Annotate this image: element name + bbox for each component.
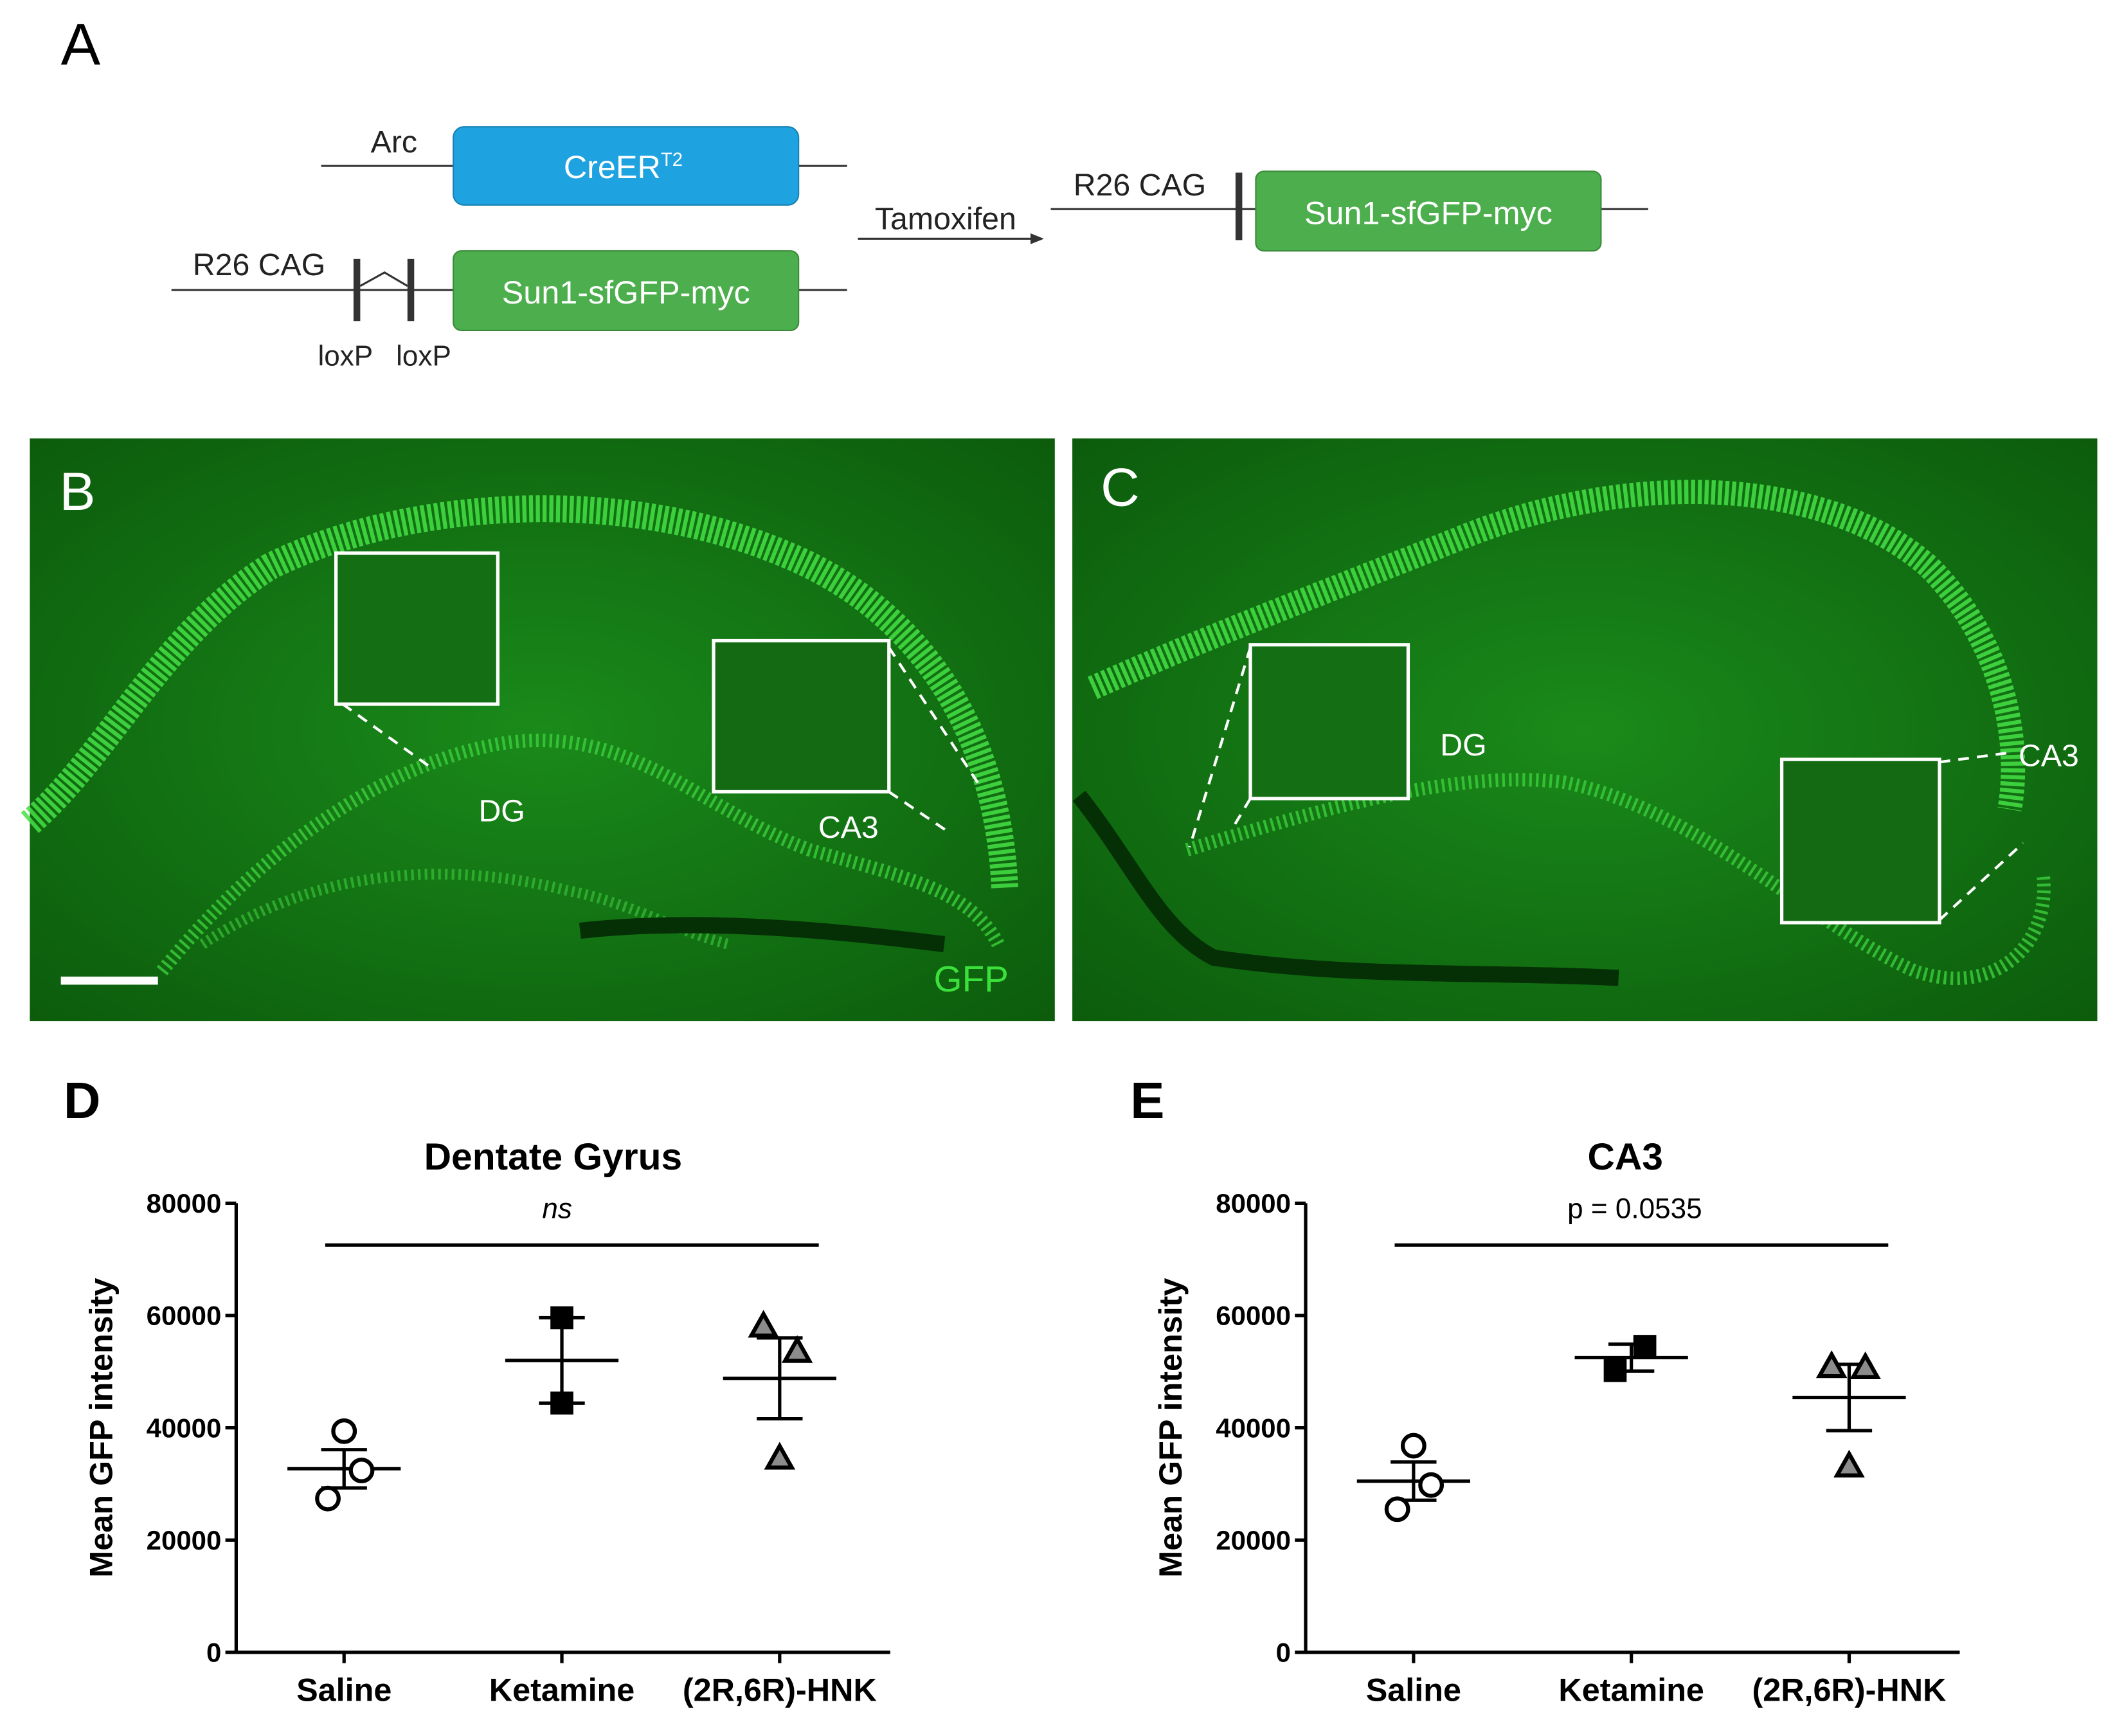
gene-label: Sun1-sfGFP-myc <box>502 274 750 311</box>
data-point <box>1400 1433 1426 1459</box>
y-tick-label: 20000 <box>1216 1525 1291 1555</box>
inset-box <box>1248 643 1410 800</box>
data-point <box>1833 1449 1865 1478</box>
data-point <box>748 1310 779 1338</box>
gene-label: Sun1-sfGFP-myc <box>1304 194 1553 231</box>
data-point <box>764 1442 796 1470</box>
loxp-site <box>353 258 361 321</box>
loxp-label: loxP <box>396 341 451 372</box>
inset-line <box>888 646 984 790</box>
data-point <box>315 1485 341 1512</box>
promoter-label: R26 CAG <box>1074 168 1206 203</box>
arrow-head <box>1030 233 1045 244</box>
promoter-label: R26 CAG <box>193 248 325 282</box>
loxp-label: loxP <box>318 341 373 372</box>
data-point <box>550 1391 573 1415</box>
region-label: CA3 <box>818 810 879 845</box>
panel-a: A Arc CreERT2 R26 CAG Sun1-sfGFP-myc lox… <box>61 11 1648 372</box>
data-point <box>781 1335 813 1363</box>
inset-box <box>1779 757 1941 925</box>
loxp-site <box>407 258 415 321</box>
y-tick-label: 80000 <box>1216 1188 1291 1218</box>
region-label: DG <box>478 794 525 829</box>
region-label: CA3 <box>2019 739 2079 773</box>
gene-box <box>453 250 800 332</box>
panel-c: C DG CA3 <box>1072 438 2098 1022</box>
data-point <box>348 1458 375 1483</box>
inset-line <box>1233 797 1252 826</box>
promoter-label: Arc <box>371 125 417 159</box>
panel-label: E <box>1130 1072 1164 1129</box>
inset-line <box>1938 842 2024 921</box>
fissure <box>1072 790 1619 986</box>
data-point <box>550 1306 573 1330</box>
stop-cassette <box>359 271 408 287</box>
scale-bar <box>60 976 158 985</box>
y-tick-label: 60000 <box>1216 1301 1291 1331</box>
data-point <box>1815 1350 1848 1379</box>
y-tick-label: 60000 <box>147 1301 222 1331</box>
inset-line <box>888 790 952 835</box>
inset-line <box>1188 647 1252 848</box>
data-point <box>1633 1335 1657 1358</box>
gene-box <box>453 126 800 206</box>
stain-label: GFP <box>934 959 1009 1000</box>
data-point <box>1418 1472 1444 1498</box>
x-tick-label: Saline <box>296 1671 392 1708</box>
cell-layer <box>1087 480 2026 811</box>
gene-superscript: T2 <box>661 149 683 170</box>
loxp-site <box>1235 172 1243 240</box>
chart-title: Dentate Gyrus <box>424 1136 682 1178</box>
chart: E CA3 Mean GFP intensity 0 20000 40000 60000 80… <box>1130 1072 1960 1708</box>
data-point <box>1603 1359 1627 1382</box>
inset-line <box>1939 751 2010 764</box>
chart-title: CA3 <box>1587 1136 1663 1178</box>
data-point <box>1384 1496 1410 1523</box>
cell-layer <box>156 734 1005 976</box>
panel-b: B DG CA3 GFP <box>21 438 1055 1022</box>
y-tick-label: 0 <box>206 1638 221 1668</box>
y-axis-title: Mean GFP intensity <box>1152 1278 1189 1578</box>
cell-layer <box>21 495 1019 891</box>
fissure <box>579 917 946 953</box>
x-tick-label: (2R,6R)-HNK <box>683 1671 877 1708</box>
data-point <box>331 1418 357 1444</box>
y-tick-label: 40000 <box>147 1413 222 1443</box>
panel-label: A <box>61 11 101 78</box>
y-tick-label: 40000 <box>1216 1413 1291 1443</box>
inset-box <box>334 551 500 706</box>
gene-label: CreERT2 <box>564 149 683 185</box>
significance-label: ns <box>542 1193 572 1224</box>
gene-box <box>1255 170 1602 252</box>
chart: D Dentate Gyrus Mean GFP intensity 0 20000 40… <box>64 1072 890 1708</box>
x-tick-label: Saline <box>1366 1671 1461 1708</box>
data-point <box>1850 1351 1881 1380</box>
x-tick-label: Ketamine <box>1558 1671 1704 1708</box>
panel-label: C <box>1101 457 1140 518</box>
y-axis-title: Mean GFP intensity <box>82 1278 119 1578</box>
y-tick-label: 20000 <box>147 1525 222 1555</box>
y-tick-label: 0 <box>1276 1638 1291 1668</box>
panel-label: B <box>60 461 96 521</box>
cell-layer <box>1185 773 2051 985</box>
significance-label: p = 0.0535 <box>1567 1193 1702 1224</box>
inset-box <box>712 638 891 794</box>
region-label: DG <box>1440 728 1486 763</box>
arrow-label: Tamoxifen <box>875 202 1016 237</box>
x-tick-label: (2R,6R)-HNK <box>1752 1671 1946 1708</box>
gene-name: CreER <box>564 149 661 185</box>
panel-label: D <box>64 1072 101 1129</box>
y-tick-label: 80000 <box>147 1188 222 1218</box>
x-tick-label: Ketamine <box>489 1671 635 1708</box>
